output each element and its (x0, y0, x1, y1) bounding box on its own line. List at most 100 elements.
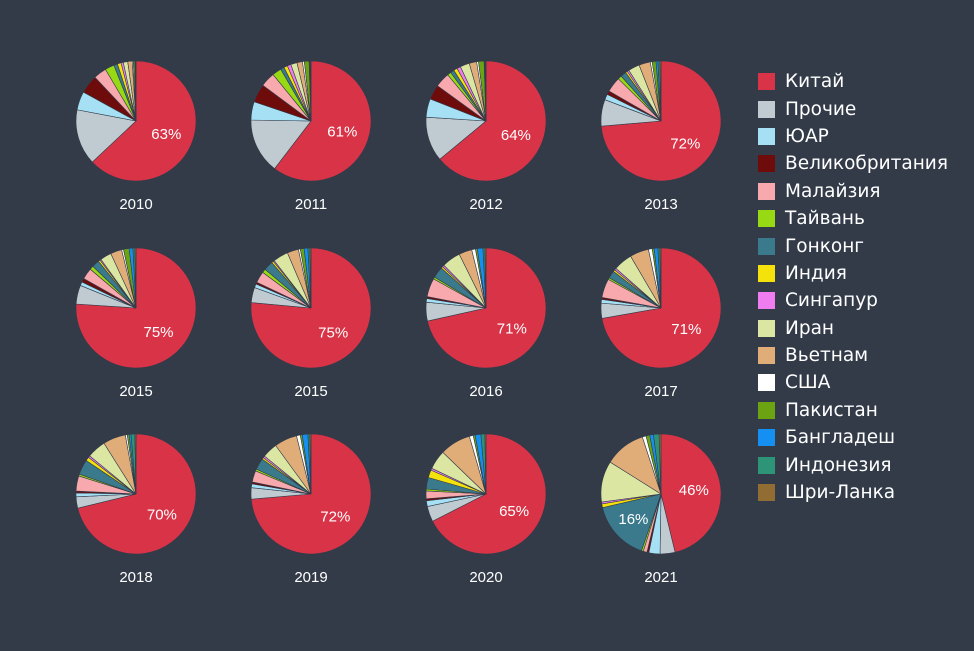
pie-slice (659, 247, 662, 309)
legend-item: Вьетнам (758, 342, 968, 369)
legend-label: Пакистан (785, 399, 878, 421)
legend-label: Сингапур (785, 290, 878, 312)
legend-swatch (758, 155, 775, 173)
legend-label: Иран (785, 317, 835, 339)
pie-slice (250, 247, 372, 369)
legend-item: Прочие (758, 95, 968, 122)
pie-year-label: 2013 (644, 196, 677, 213)
pie-slice (660, 433, 722, 553)
pie-value-label: 63% (151, 126, 181, 143)
pie-2015: 75% 2015 (75, 247, 197, 400)
pie-year-label: 2011 (295, 196, 327, 213)
pie-slice (91, 60, 197, 182)
pie-2012: 64% 2012 (425, 60, 547, 213)
pie-slice (134, 433, 137, 495)
legend-item: Тайвань (758, 205, 968, 232)
legend-label: Прочие (785, 98, 857, 120)
legend-item: Сингапур (758, 287, 968, 314)
pie-2019: 72% 2019 (250, 433, 372, 586)
pie-value-label: 65% (499, 503, 529, 520)
pie-year-label: 2012 (469, 196, 502, 213)
legend-item: Индия (758, 260, 968, 287)
pie-value-label: 64% (501, 127, 531, 144)
legend-item: ЮАР (758, 123, 968, 150)
pie-slice (134, 247, 137, 309)
pie-slice (75, 109, 137, 163)
legend-swatch (758, 73, 775, 91)
legend-item: Индонезия (758, 451, 968, 478)
legend-swatch (758, 319, 775, 337)
pie-2018: 70% 2018 (75, 433, 197, 586)
pie-year-label: 2010 (119, 196, 152, 213)
pie-slice (602, 493, 662, 552)
pie-slice (659, 60, 662, 122)
legend-label: Шри-Ланка (785, 482, 896, 504)
pie-year-label: 2019 (294, 569, 327, 586)
legend-label: Гонконг (785, 235, 865, 257)
legend-item: Малайзия (758, 178, 968, 205)
pie-slice (250, 119, 312, 170)
pie-slice (601, 247, 722, 369)
pie-value-label: 72% (320, 508, 350, 525)
pie-year-label: 2016 (469, 383, 502, 400)
legend-label: Великобритания (785, 153, 948, 175)
legend-item: Бангладеш (758, 424, 968, 451)
pie-value-label: 16% (618, 511, 648, 528)
pie-year-label: 2015 (119, 383, 152, 400)
pie-slice (427, 247, 547, 369)
legend-item: Пакистан (758, 397, 968, 424)
pie-slice (309, 433, 312, 495)
pie-slice (309, 247, 312, 309)
pie-value-label: 70% (147, 506, 177, 523)
pie-slice (77, 433, 197, 555)
pie-2020: 65% 2020 (425, 433, 547, 586)
legend-swatch (758, 401, 775, 419)
legend-swatch (758, 347, 775, 365)
legend-label: Индия (785, 262, 847, 284)
pie-year-label: 2017 (644, 383, 677, 400)
pie-2016: 71% 2016 (425, 247, 547, 400)
legend-swatch (758, 127, 775, 145)
pie-2015: 75% 2015 (250, 247, 372, 400)
pie-slice (484, 247, 487, 309)
legend-item: Шри-Ланка (758, 479, 968, 506)
pie-2013: 72% 2013 (600, 60, 722, 213)
legend-swatch (758, 456, 775, 474)
legend-label: Бангладеш (785, 427, 896, 449)
legend-label: США (785, 372, 831, 394)
pie-year-label: 2018 (119, 569, 152, 586)
pie-2017: 71% 2017 (600, 247, 722, 400)
legend-swatch (758, 264, 775, 282)
pie-slice (432, 433, 547, 555)
pie-year-label: 2021 (644, 569, 677, 586)
pie-year-label: 2015 (294, 383, 327, 400)
legend-item: США (758, 369, 968, 396)
legend-swatch (758, 182, 775, 200)
legend-label: Индонезия (785, 454, 892, 476)
legend-swatch (758, 210, 775, 228)
pie-value-label: 75% (143, 324, 173, 341)
legend-item: Гонконг (758, 232, 968, 259)
legend-swatch (758, 429, 775, 447)
legend-label: ЮАР (785, 125, 829, 147)
pie-year-label: 2020 (469, 569, 502, 586)
pie-slice (658, 433, 662, 495)
legend-label: Вьетнам (785, 345, 869, 367)
legend-swatch (758, 374, 775, 392)
pie-value-label: 72% (670, 135, 700, 152)
legend-label: Китай (785, 71, 845, 93)
legend-swatch (758, 100, 775, 118)
legend-item: Иран (758, 315, 968, 342)
legend-label: Малайзия (785, 180, 881, 202)
legend-swatch (758, 292, 775, 310)
pie-2011: 61% 2011 (250, 60, 372, 213)
pie-2010: 63% 2010 (75, 60, 197, 213)
pie-value-label: 71% (671, 321, 701, 338)
pie-slice (439, 60, 547, 182)
legend-label: Тайвань (785, 208, 865, 230)
pie-2021: 46% 16% 2021 (600, 433, 722, 586)
legend-item: Китай (758, 68, 968, 95)
pie-value-label: 46% (679, 482, 709, 499)
legend-swatch (758, 484, 775, 502)
